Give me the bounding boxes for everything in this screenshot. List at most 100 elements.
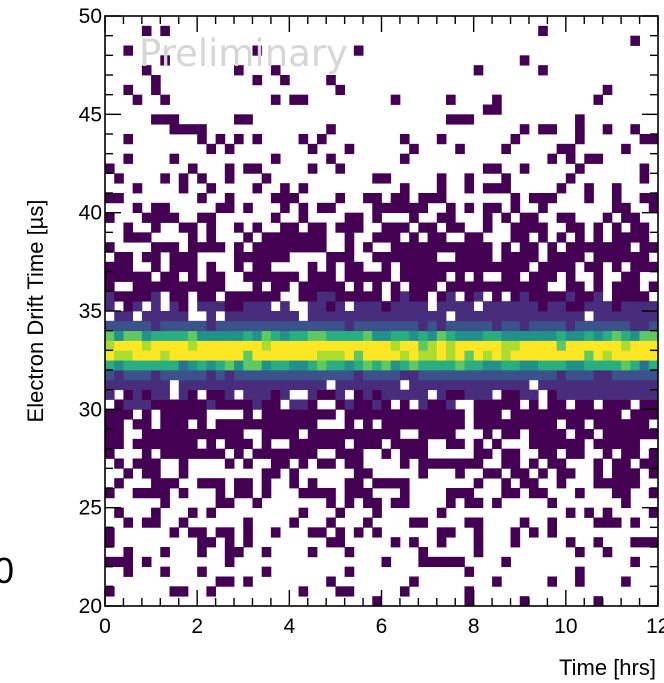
- heatmap-cell: [372, 193, 382, 204]
- heatmap-cell: [105, 242, 115, 253]
- heatmap-cell: [446, 527, 456, 538]
- heatmap-cell: [621, 291, 631, 302]
- heatmap-cell: [197, 173, 207, 184]
- heatmap-cell: [169, 291, 180, 302]
- heatmap-cell: [187, 124, 198, 135]
- heatmap-cell: [169, 124, 180, 135]
- heatmap-cell: [565, 222, 576, 233]
- heatmap-cell: [409, 202, 419, 214]
- heatmap-cell: [427, 458, 438, 469]
- heatmap-cell: [602, 124, 613, 135]
- heatmap-cell: [464, 114, 475, 125]
- heatmap-cell: [492, 311, 502, 322]
- heatmap-cell: [363, 488, 373, 499]
- heatmap-cell: [326, 261, 336, 273]
- heatmap-cell: [528, 419, 539, 430]
- heatmap-cell: [464, 242, 475, 253]
- heatmap-cell: [353, 527, 364, 538]
- heatmap-cell: [215, 527, 226, 538]
- heatmap-cell: [206, 261, 216, 273]
- heatmap-cell: [197, 527, 207, 538]
- heatmap-cell: [565, 153, 576, 164]
- heatmap-cell: [353, 222, 364, 233]
- heatmap-cell: [234, 379, 244, 391]
- heatmap-cell: [160, 320, 170, 332]
- heatmap-cell: [584, 153, 594, 164]
- heatmap-cell: [593, 478, 604, 489]
- heatmap-cell: [482, 163, 493, 174]
- heatmap-cell: [316, 271, 327, 282]
- heatmap-cell: [418, 281, 428, 292]
- heatmap-cell: [556, 350, 567, 361]
- heatmap-cell: [307, 448, 318, 459]
- heatmap-cell: [261, 429, 272, 440]
- heatmap-cell: [602, 478, 613, 489]
- heatmap-cell: [409, 212, 419, 223]
- heatmap-cell: [197, 360, 207, 371]
- heatmap-cell: [436, 507, 447, 518]
- heatmap-cell: [528, 242, 539, 253]
- heatmap-cell: [501, 271, 511, 282]
- heatmap-cell: [464, 566, 475, 577]
- heatmap-cell: [575, 438, 585, 450]
- heatmap-cell: [105, 330, 115, 341]
- heatmap-cell: [197, 448, 207, 459]
- heatmap-cell: [316, 134, 327, 145]
- heatmap-cell: [538, 448, 548, 459]
- heatmap-cell: [584, 350, 594, 361]
- heatmap-cell: [289, 242, 299, 253]
- heatmap-cell: [575, 232, 585, 243]
- heatmap-cell: [630, 379, 640, 391]
- heatmap-cell: [114, 193, 124, 204]
- heatmap-cell: [427, 340, 438, 351]
- heatmap-cell: [446, 222, 456, 233]
- heatmap-cell: [215, 281, 226, 292]
- heatmap-cell: [575, 448, 585, 459]
- heatmap-cell: [538, 281, 548, 292]
- heatmap-cell: [565, 340, 576, 351]
- heatmap-cell: [501, 360, 511, 371]
- heatmap-cell: [501, 458, 511, 469]
- heatmap-cell: [280, 222, 290, 233]
- heatmap-cell: [639, 320, 650, 332]
- heatmap-cell: [556, 143, 567, 155]
- heatmap-cell: [547, 399, 558, 410]
- heatmap-cell: [593, 537, 604, 548]
- heatmap-cell: [372, 389, 382, 400]
- heatmap-cell: [289, 468, 299, 479]
- heatmap-cell: [326, 497, 336, 509]
- heatmap-cell: [436, 360, 447, 371]
- heatmap-cell: [123, 566, 134, 577]
- heatmap-cell: [114, 252, 124, 263]
- heatmap-cell: [528, 360, 539, 371]
- heatmap-cell: [141, 330, 152, 341]
- heatmap-cell: [270, 252, 281, 263]
- heatmap-cell: [123, 311, 134, 322]
- heatmap-cell: [492, 183, 502, 194]
- heatmap-cell: [363, 419, 373, 430]
- heatmap-cell: [261, 360, 272, 371]
- heatmap-cell: [556, 252, 567, 263]
- heatmap-cell: [648, 468, 659, 479]
- heatmap-cell: [593, 370, 604, 381]
- heatmap-cell: [160, 281, 170, 292]
- heatmap-cell: [381, 330, 392, 341]
- heatmap-cell: [621, 311, 631, 322]
- heatmap-cell: [372, 340, 382, 351]
- heatmap-cell: [418, 468, 428, 479]
- heatmap-cell: [234, 311, 244, 322]
- heatmap-cell: [372, 438, 382, 450]
- heatmap-cell: [510, 389, 521, 400]
- heatmap-cell: [556, 468, 567, 479]
- heatmap-cell: [528, 291, 539, 302]
- heatmap-cell: [381, 261, 392, 273]
- heatmap-cell: [270, 340, 281, 351]
- heatmap-cell: [648, 448, 659, 459]
- heatmap-cell: [326, 252, 336, 263]
- heatmap-cell: [611, 350, 622, 361]
- heatmap-cell: [335, 320, 346, 332]
- heatmap-cell: [141, 271, 152, 282]
- heatmap-cell: [123, 261, 134, 273]
- heatmap-cell: [630, 409, 640, 420]
- heatmap-cell: [270, 360, 281, 371]
